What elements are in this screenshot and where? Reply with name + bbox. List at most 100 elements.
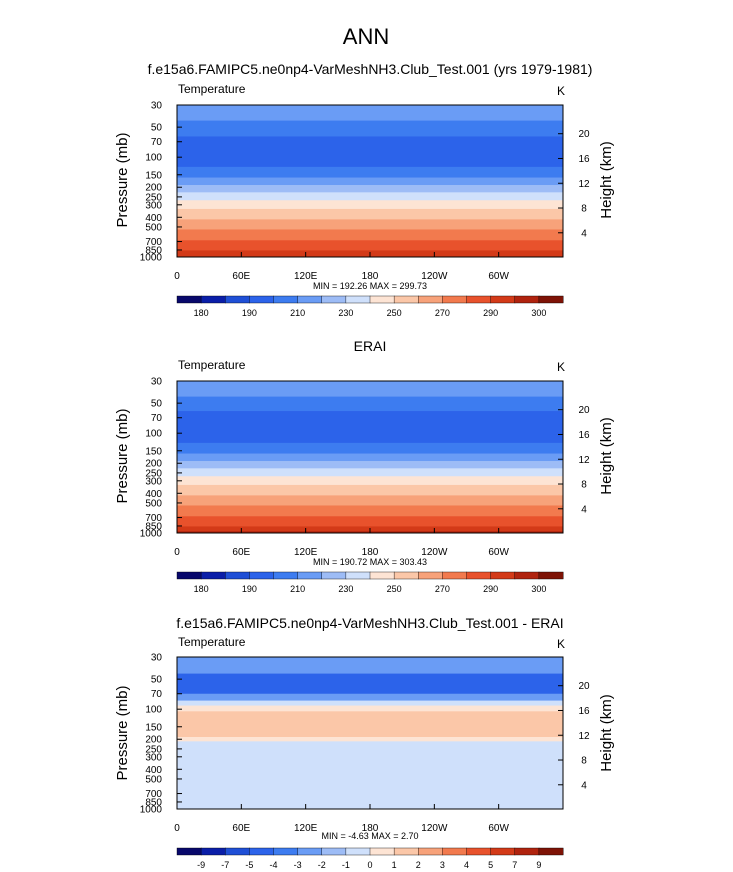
panel-3-ylabel-right: Height (km) (598, 694, 615, 772)
heatmap-band (177, 240, 563, 251)
height-tick-label: 16 (578, 154, 590, 165)
height-tick-label: 12 (578, 731, 590, 742)
colorbar-swatch (225, 847, 250, 856)
colorbar-tick-label: 270 (435, 308, 450, 318)
colorbar-swatch (418, 571, 443, 580)
colorbar-swatch (514, 295, 540, 304)
colorbar-swatch (490, 295, 516, 304)
panel-2-colorbar: 180 190 210 230 250 270 290 300 (176, 571, 564, 594)
heatmap-band (177, 192, 563, 201)
pressure-tick-label: 30 (151, 377, 163, 388)
colorbar-swatch (249, 295, 274, 304)
colorbar-tick-label: 1 (392, 860, 397, 870)
colorbar-swatch (345, 295, 371, 304)
panel-2-left-label: Temperature (178, 358, 246, 372)
panel-3-heatmap (177, 657, 563, 810)
longitude-tick-label: 0 (174, 271, 180, 282)
pressure-tick-label: 70 (151, 137, 163, 148)
colorbar-tick-label: 2 (416, 860, 421, 870)
pressure-tick-label: 50 (151, 675, 163, 686)
longitude-tick-label: 60E (232, 547, 250, 558)
colorbar-swatch (345, 847, 371, 856)
pressure-tick-label: 150 (145, 722, 162, 733)
panel-3-ylabel: Pressure (mb) (114, 685, 131, 780)
colorbar-tick-label: 9 (536, 860, 541, 870)
panel-1-heatmap (177, 105, 563, 258)
height-tick-label: 4 (581, 504, 587, 515)
heatmap-band (177, 219, 563, 230)
pressure-tick-label: 400 (145, 213, 162, 224)
colorbar-swatch (297, 571, 323, 580)
heatmap-band (177, 693, 563, 701)
panel-2-ylabel: Pressure (mb) (114, 408, 131, 503)
heatmap-band (177, 495, 563, 506)
longitude-tick-label: 180 (362, 823, 379, 834)
heatmap-band (177, 484, 563, 496)
colorbar-swatch (514, 847, 540, 856)
longitude-tick-label: 180 (362, 271, 379, 282)
heatmap-band (177, 673, 563, 695)
pressure-tick-label: 150 (145, 446, 162, 457)
colorbar-tick-label: -1 (342, 860, 350, 870)
panel-2-heatmap (177, 381, 563, 534)
panel-1: f.e15a6.FAMIPC5.ne0np4-VarMeshNH3.Club_T… (114, 61, 615, 318)
colorbar-swatch (345, 571, 371, 580)
panel-2-title: ERAI (354, 338, 387, 354)
pressure-tick-label: 30 (151, 101, 163, 112)
panel-1-ylabel-right: Height (km) (598, 141, 615, 219)
colorbar-tick-label: 5 (488, 860, 493, 870)
longitude-tick-label: 120E (294, 271, 318, 282)
colorbar-swatch (466, 847, 492, 856)
colorbar-tick-label: 300 (531, 584, 546, 594)
page-title: ANN (343, 24, 389, 49)
colorbar-swatch (466, 295, 492, 304)
colorbar-swatch (369, 571, 395, 580)
longitude-tick-label: 120W (421, 271, 448, 282)
pressure-tick-label: 1000 (140, 253, 163, 264)
height-tick-label: 20 (578, 681, 590, 692)
colorbar-swatch (418, 847, 443, 856)
pressure-tick-label: 850 (145, 797, 162, 808)
pressure-tick-label: 100 (145, 705, 162, 716)
colorbar-tick-label: -7 (221, 860, 229, 870)
longitude-tick-label: 60E (232, 823, 250, 834)
panel-2-ylabel-right: Height (km) (598, 417, 615, 495)
colorbar-swatch (538, 571, 564, 580)
pressure-tick-label: 70 (151, 689, 163, 700)
colorbar-swatch (176, 847, 202, 856)
panel-1-units: K (557, 84, 565, 98)
colorbar-swatch (514, 571, 540, 580)
pressure-tick-label: 850 (145, 521, 162, 532)
heatmap-band (177, 105, 563, 122)
longitude-tick-label: 0 (174, 823, 180, 834)
colorbar-swatch (176, 295, 202, 304)
longitude-tick-label: 180 (362, 547, 379, 558)
colorbar-swatch (393, 295, 419, 304)
panel-3: f.e15a6.FAMIPC5.ne0np4-VarMeshNH3.Club_T… (114, 615, 615, 870)
colorbar-tick-label: 230 (338, 308, 353, 318)
heatmap-band (177, 657, 563, 675)
colorbar-swatch (200, 295, 226, 304)
pressure-tick-label: 250 (145, 468, 162, 479)
colorbar-swatch (442, 571, 467, 580)
height-tick-label: 12 (578, 179, 590, 190)
colorbar-swatch (442, 295, 467, 304)
colorbar-tick-label: -4 (269, 860, 277, 870)
height-tick-label: 4 (581, 228, 587, 239)
heatmap-band (177, 461, 563, 469)
pressure-tick-label: 700 (145, 237, 162, 248)
panel-1-left-label: Temperature (178, 82, 246, 96)
colorbar-tick-label: -2 (318, 860, 326, 870)
longitude-tick-label: 120E (294, 547, 318, 558)
panel-2: ERAI Temperature K Pressure (mb) Height … (114, 338, 615, 594)
colorbar-tick-label: 290 (483, 584, 498, 594)
colorbar-tick-label: 270 (435, 584, 450, 594)
colorbar-swatch (466, 571, 492, 580)
heatmap-band (177, 476, 563, 486)
heatmap-band (177, 185, 563, 193)
colorbar-tick-label: 0 (367, 860, 372, 870)
colorbar-swatch (321, 295, 347, 304)
pressure-tick-label: 100 (145, 153, 162, 164)
heatmap-band (177, 229, 563, 241)
colorbar-swatch (490, 847, 516, 856)
